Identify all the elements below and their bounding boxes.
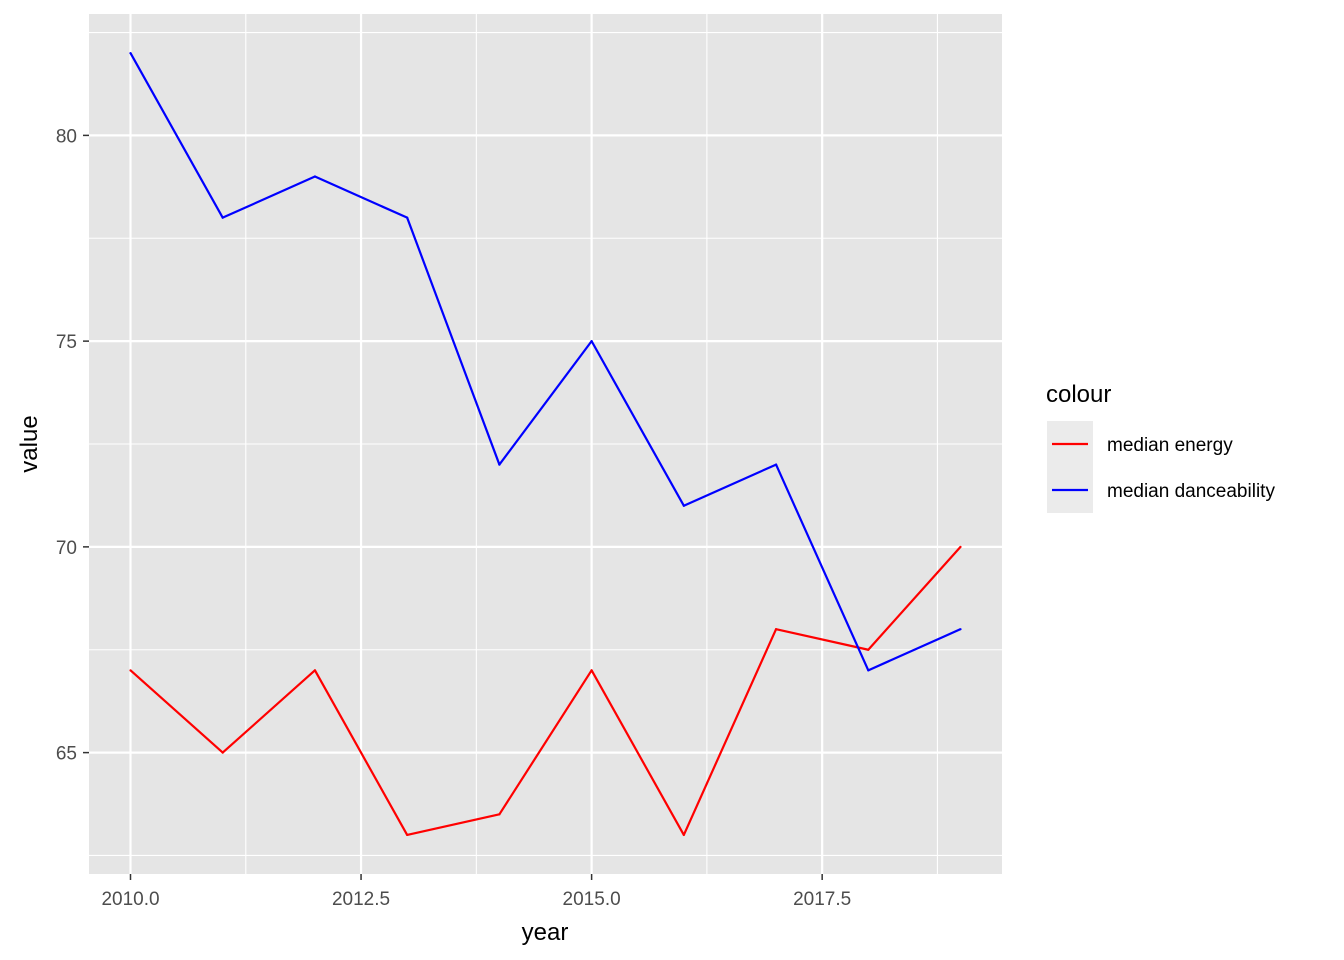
legend-label: median energy (1107, 435, 1233, 456)
series-line-median-danceability (129, 52, 961, 672)
data-point-median-danceability (313, 175, 317, 178)
data-point-median-danceability (406, 216, 409, 219)
data-point-median-danceability (129, 51, 132, 55)
data-point-median-energy (867, 648, 870, 651)
data-point-median-energy (498, 813, 501, 816)
major-gridlines (89, 14, 1002, 874)
data-point-median-danceability (682, 504, 685, 507)
x-tick-label: 2017.5 (793, 889, 851, 910)
x-tick-label: 2015.0 (563, 889, 621, 910)
minor-gridlines (89, 14, 1002, 874)
data-point-median-energy (774, 628, 778, 631)
x-tick-label: 2012.5 (332, 889, 390, 910)
data-point-median-danceability (590, 340, 593, 343)
data-point-median-energy (959, 545, 962, 548)
y-tick-label: 65 (56, 744, 77, 765)
x-tick-label: 2010.0 (101, 889, 159, 910)
legend-label: median danceability (1107, 481, 1275, 502)
data-point-median-energy (682, 833, 685, 837)
data-point-median-energy (221, 751, 224, 754)
y-tick-label: 75 (56, 332, 77, 353)
data-point-median-energy (129, 669, 132, 672)
x-axis-title: year (522, 919, 569, 946)
data-point-median-danceability (498, 463, 501, 466)
data-point-median-danceability (774, 463, 778, 466)
series-lines (129, 51, 962, 837)
data-point-median-danceability (959, 628, 962, 631)
data-point-median-energy (590, 669, 593, 672)
legend-title: colour (1046, 381, 1111, 408)
y-tick-label: 80 (56, 126, 77, 147)
x-axis: 2010.0 2012.5 2015.0 2017.5 (101, 874, 851, 910)
legend: colour median energy median danceability (1046, 381, 1275, 513)
y-tick-label: 70 (56, 538, 77, 559)
data-point-median-danceability (221, 216, 224, 219)
legend-items: median energy median danceability (1047, 421, 1275, 513)
data-point-median-danceability (867, 669, 870, 672)
y-axis-title: value (16, 415, 43, 472)
y-axis: 65 70 75 80 (56, 126, 89, 765)
data-point-median-energy (313, 669, 317, 672)
data-point-median-energy (406, 833, 409, 837)
series-line-median-energy (129, 546, 962, 837)
